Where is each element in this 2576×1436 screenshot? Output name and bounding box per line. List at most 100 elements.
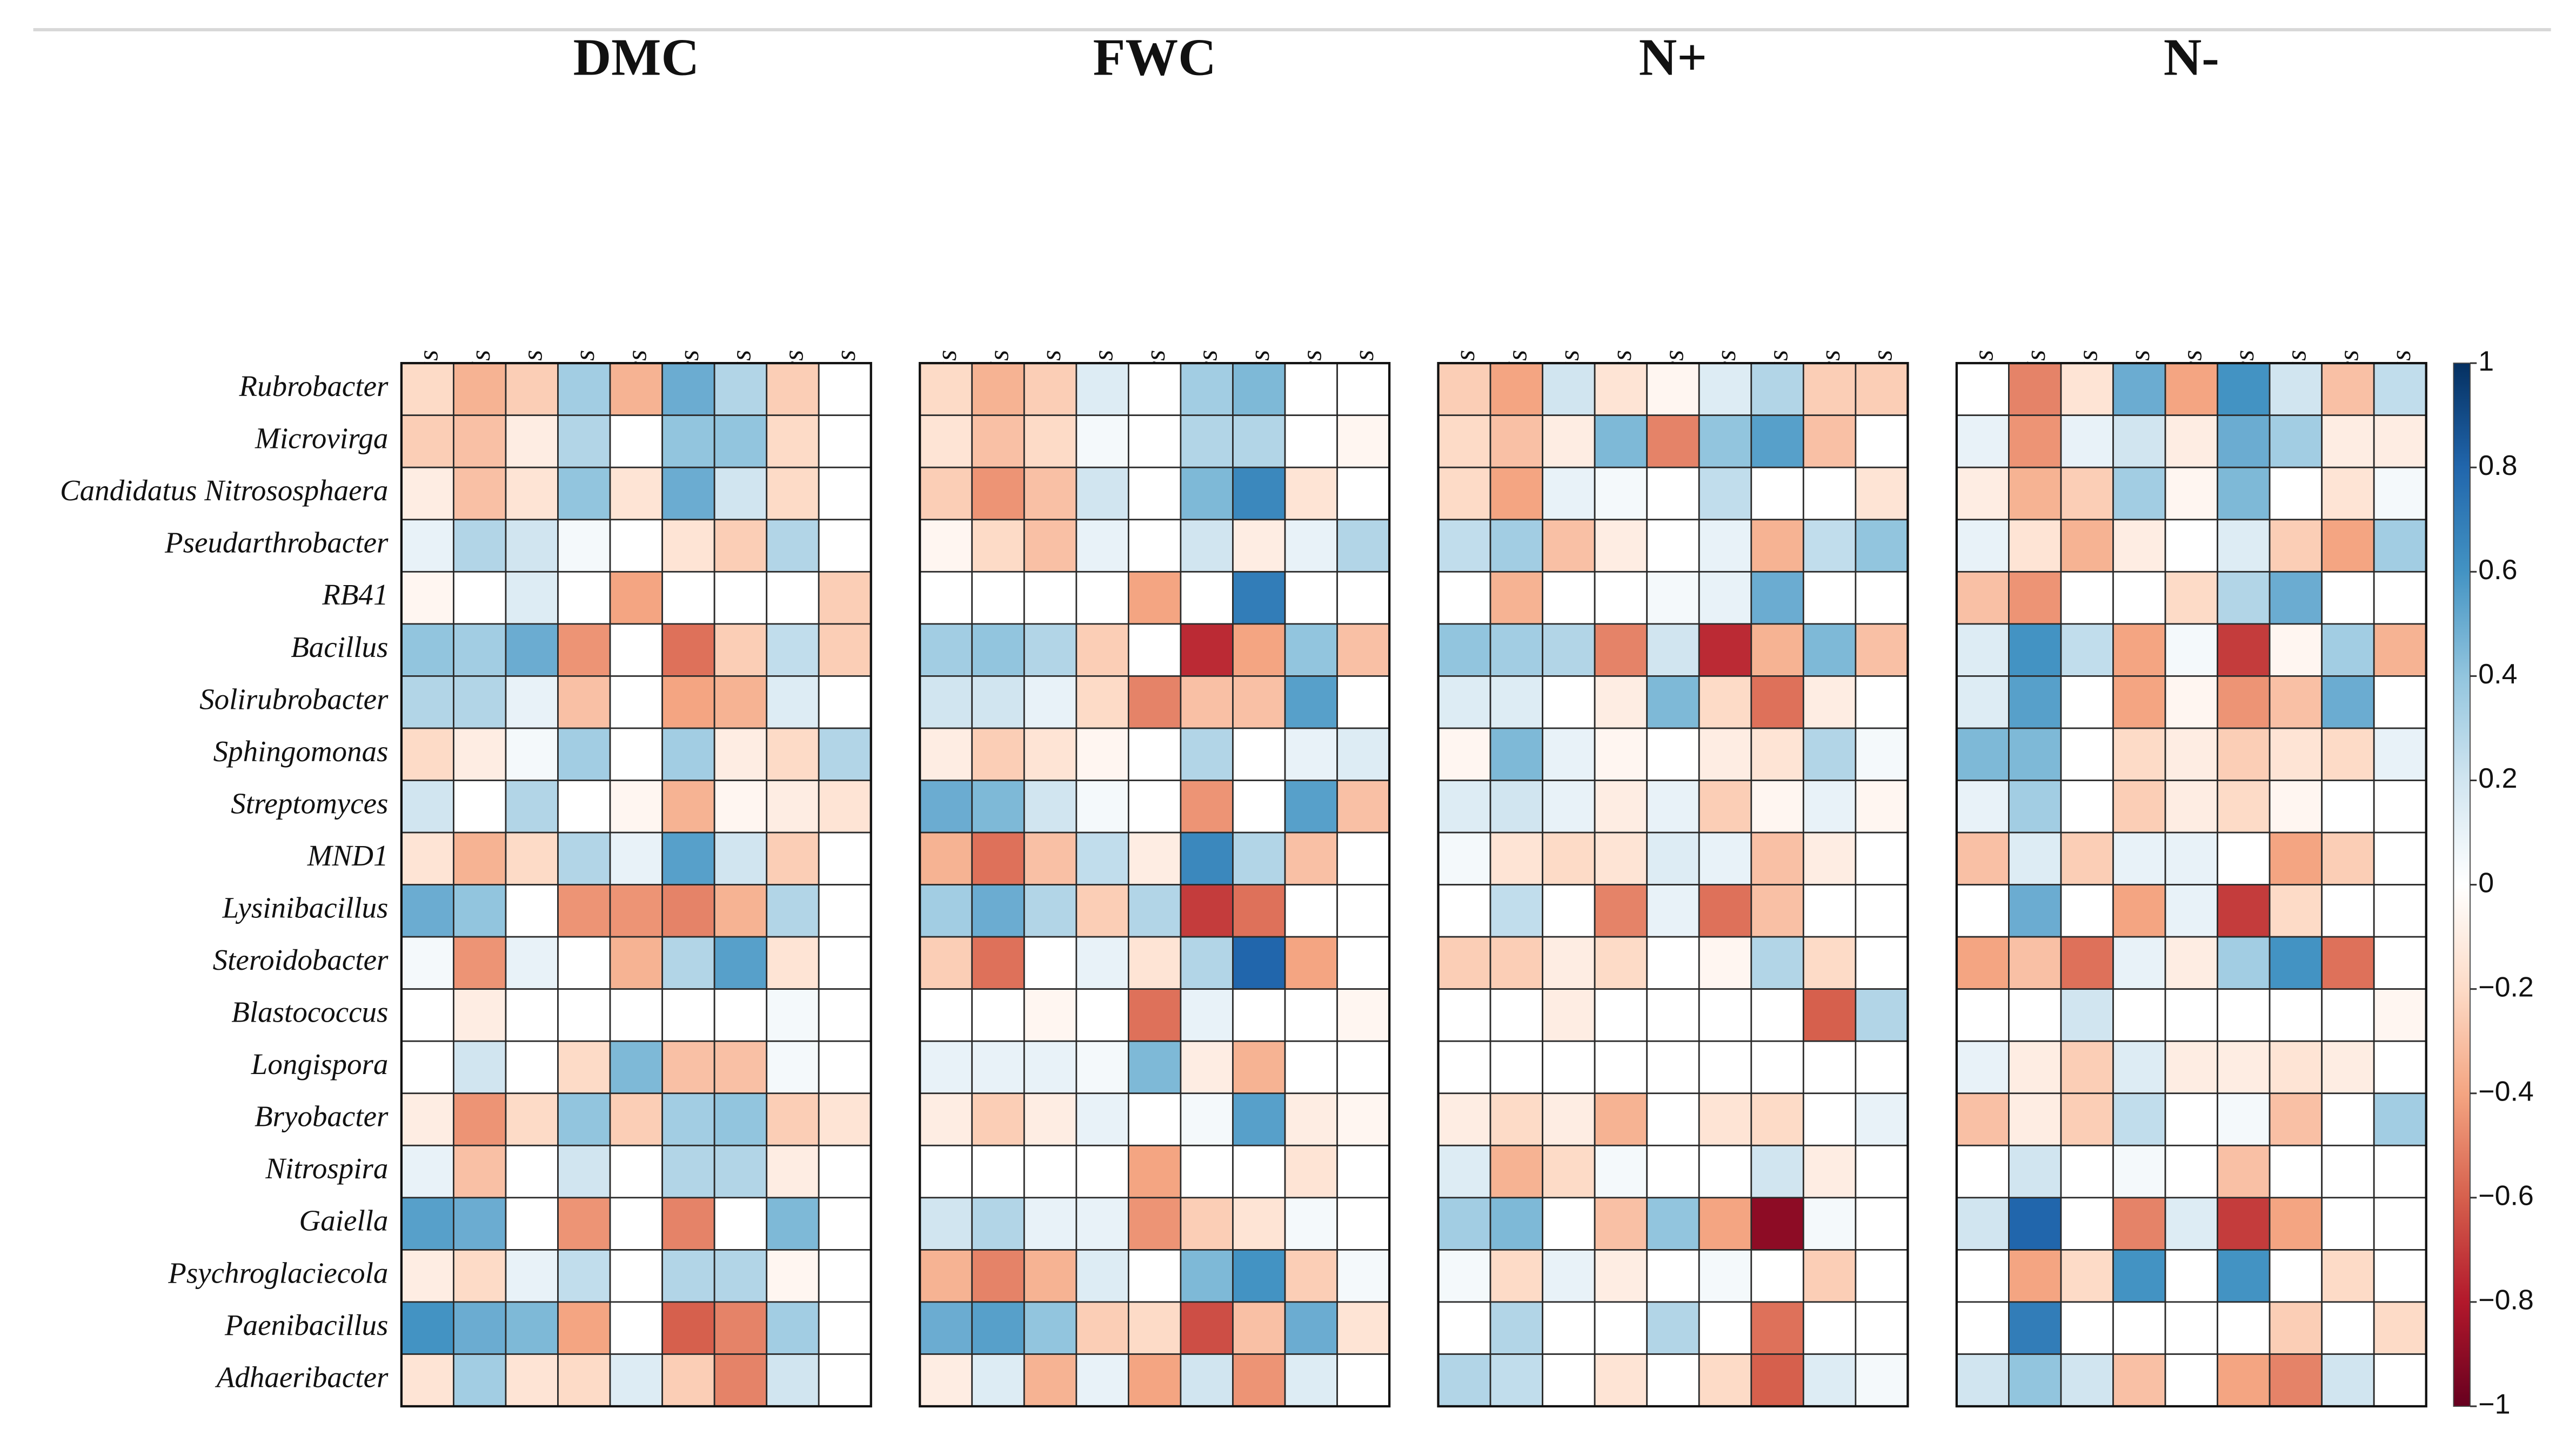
- heatmap-cell: [505, 988, 559, 1042]
- heatmap-cell: [1855, 988, 1909, 1042]
- heatmap-cell: [1127, 623, 1182, 677]
- heatmap-cell: [971, 623, 1025, 677]
- heatmap-cell: [1232, 1301, 1286, 1355]
- heatmap-cell: [1802, 571, 1857, 625]
- heatmap-cell: [2008, 1197, 2062, 1251]
- heatmap-cell: [1127, 884, 1182, 938]
- heatmap-cell: [2164, 1040, 2218, 1095]
- heatmap-cell: [2321, 675, 2375, 729]
- heatmap-cell: [1542, 1353, 1596, 1407]
- heatmap-cell: [919, 1353, 973, 1407]
- heatmap-cell: [2373, 1197, 2427, 1251]
- heatmap-cell: [1336, 831, 1390, 885]
- heatmap-cell: [1232, 362, 1286, 417]
- heatmap-cell: [400, 1249, 454, 1303]
- heatmap-cell: [1956, 1092, 2010, 1146]
- heatmap-cell: [1127, 519, 1182, 573]
- heatmap-cell: [919, 936, 973, 990]
- heatmap-cell: [1698, 675, 1752, 729]
- row-label: Rubrobacter: [239, 370, 389, 402]
- heatmap-cell: [661, 1092, 715, 1146]
- heatmap-cell: [1336, 1197, 1390, 1251]
- heatmap-cell: [2060, 414, 2114, 468]
- heatmap-cell: [2217, 1040, 2271, 1095]
- heatmap-cell: [1542, 414, 1596, 468]
- heatmap-cell: [505, 1353, 559, 1407]
- heatmap-cell: [505, 727, 559, 781]
- heatmap-cell: [1023, 1144, 1078, 1199]
- heatmap-cell: [661, 362, 715, 417]
- heatmap-cell: [818, 780, 872, 834]
- heatmap-cell: [505, 780, 559, 834]
- heatmap-cell: [2373, 571, 2427, 625]
- heatmap-cell: [1646, 362, 1700, 417]
- heatmap-cell: [1489, 466, 1543, 521]
- heatmap-cell: [2321, 936, 2375, 990]
- heatmap-cell: [1594, 675, 1648, 729]
- heatmap-cell: [2217, 1197, 2271, 1251]
- heatmap-cell: [713, 675, 768, 729]
- heatmap-cell: [1437, 988, 1491, 1042]
- heatmap-cell: [2217, 571, 2271, 625]
- heatmap-cell: [1855, 1301, 1909, 1355]
- heatmap-cell: [2373, 884, 2427, 938]
- heatmap-cell: [1750, 675, 1804, 729]
- heatmap-cell: [1542, 988, 1596, 1042]
- heatmap-cell: [2112, 466, 2166, 521]
- heatmap-cell: [1646, 1197, 1700, 1251]
- heatmap-cell: [1232, 519, 1286, 573]
- heatmap-cell: [2008, 571, 2062, 625]
- heatmap-cell: [1023, 1301, 1078, 1355]
- heatmap-cell: [1336, 1040, 1390, 1095]
- heatmap-cell: [1698, 466, 1752, 521]
- heatmap-cell: [1646, 675, 1700, 729]
- heatmap-cell: [1180, 831, 1234, 885]
- heatmap-cell: [1802, 466, 1857, 521]
- heatmap-cell: [2060, 780, 2114, 834]
- heatmap-cell: [818, 414, 872, 468]
- heatmap-cell: [1437, 884, 1491, 938]
- heatmap-cell: [2217, 1092, 2271, 1146]
- heatmap-cell: [766, 988, 820, 1042]
- heatmap-cell: [1180, 1353, 1234, 1407]
- heatmap-cell: [2008, 831, 2062, 885]
- heatmap-cell: [1489, 1144, 1543, 1199]
- heatmap-cell: [2008, 1301, 2062, 1355]
- heatmap-cell: [713, 1040, 768, 1095]
- heatmap-cell: [1646, 1092, 1700, 1146]
- heatmap-cell: [453, 1249, 507, 1303]
- heatmap-cell: [1284, 623, 1338, 677]
- heatmap-cell: [1284, 414, 1338, 468]
- heatmap-cell: [1956, 362, 2010, 417]
- heatmap-cell: [1437, 831, 1491, 885]
- heatmap-cell: [1284, 1144, 1338, 1199]
- heatmap-cell: [2060, 675, 2114, 729]
- heatmap-cell: [1855, 780, 1909, 834]
- heatmap-cell: [2060, 1249, 2114, 1303]
- heatmap-cell: [2008, 1144, 2062, 1199]
- heatmap-cell: [1023, 519, 1078, 573]
- heatmap-cell: [2060, 1144, 2114, 1199]
- heatmap-cell: [2112, 936, 2166, 990]
- heatmap-cell: [971, 1249, 1025, 1303]
- heatmap-cell: [1284, 675, 1338, 729]
- heatmap-cell: [1336, 623, 1390, 677]
- heatmap-cell: [2373, 831, 2427, 885]
- heatmap-cell: [818, 1197, 872, 1251]
- heatmap-cell: [661, 831, 715, 885]
- heatmap-cell: [1232, 623, 1286, 677]
- heatmap-cell: [1336, 884, 1390, 938]
- heatmap-cell: [453, 675, 507, 729]
- heatmap-cell: [453, 1301, 507, 1355]
- heatmap-cell: [766, 675, 820, 729]
- heatmap-cell: [453, 1092, 507, 1146]
- heatmap-cell: [1698, 727, 1752, 781]
- heatmap-cell: [1023, 1092, 1078, 1146]
- heatmap-cell: [971, 1092, 1025, 1146]
- heatmap-cell: [1956, 780, 2010, 834]
- heatmap-cell: [2164, 988, 2218, 1042]
- heatmap-cell: [1750, 414, 1804, 468]
- heatmap-cell: [557, 675, 611, 729]
- panel-frame: [1955, 361, 2427, 1408]
- heatmap-cell: [1127, 1197, 1182, 1251]
